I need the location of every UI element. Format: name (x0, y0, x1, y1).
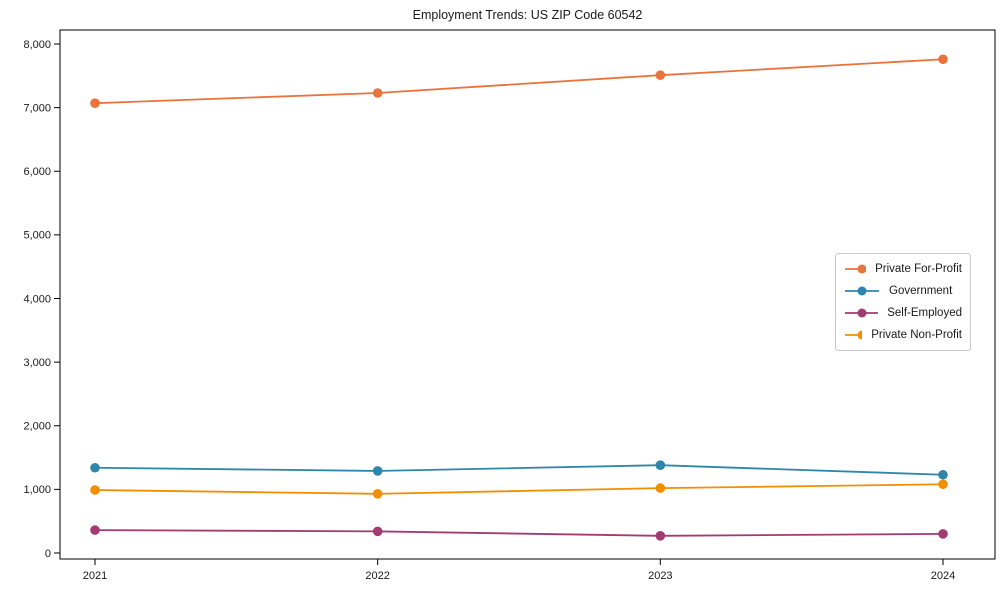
legend-marker-icon (845, 286, 879, 296)
y-tick-label: 4,000 (23, 293, 51, 305)
data-point-self-employed-2024 (938, 529, 948, 539)
legend-item-private-for-profit: Private For-Profit (844, 260, 962, 278)
y-tick-label: 2,000 (23, 421, 51, 433)
legend-marker-icon (845, 308, 879, 318)
data-point-private-for-profit-2021 (90, 98, 100, 108)
legend-item-government: Government (844, 282, 962, 300)
data-point-government-2021 (90, 462, 100, 473)
y-tick-label: 7,000 (23, 102, 51, 114)
chart-title: Employment Trends: US ZIP Code 60542 (412, 8, 643, 22)
data-point-private-for-profit-2022 (372, 88, 383, 98)
legend-label: Private For-Profit (875, 263, 962, 275)
series-line-private-non-profit (94, 483, 944, 495)
y-tick-label: 3,000 (23, 357, 51, 369)
data-point-government-2023 (655, 460, 666, 470)
data-point-private-non-profit-2023 (655, 483, 666, 493)
legend-item-self-employed: Self-Employed (844, 304, 962, 322)
plot-frame (59, 29, 996, 560)
legend: Private For-Profit Government Self-Employe… (835, 253, 971, 351)
series-line-government (94, 464, 944, 476)
data-point-self-employed-2023 (655, 531, 666, 541)
y-tick-label: 0 (45, 548, 51, 560)
y-tick-label: 6,000 (23, 166, 51, 178)
data-point-government-2024 (938, 469, 948, 480)
series-line-private-for-profit (94, 58, 944, 105)
legend-marker-icon (845, 264, 867, 274)
legend-label: Private Non-Profit (871, 329, 962, 341)
data-point-self-employed-2022 (372, 526, 383, 537)
x-tick-label: 2024 (931, 570, 955, 582)
legend-label: Self-Employed (887, 307, 962, 319)
x-tick-label: 2021 (83, 570, 107, 582)
data-point-self-employed-2021 (90, 525, 100, 535)
data-point-private-non-profit-2022 (372, 489, 383, 499)
y-tick-label: 1,000 (23, 484, 51, 496)
legend-item-private-non-profit: Private Non-Profit (844, 326, 962, 344)
data-point-private-non-profit-2021 (90, 485, 100, 495)
series-line-self-employed (94, 529, 944, 537)
legend-label: Government (889, 285, 953, 297)
legend-marker-icon (845, 330, 863, 340)
data-point-private-non-profit-2024 (938, 479, 948, 490)
y-tick-label: 8,000 (23, 39, 51, 51)
data-point-private-for-profit-2023 (655, 70, 666, 80)
data-point-government-2022 (372, 466, 383, 476)
x-tick-label: 2022 (365, 570, 389, 582)
data-point-private-for-profit-2024 (938, 54, 948, 65)
x-tick-label: 2023 (648, 570, 672, 582)
y-tick-label: 5,000 (23, 230, 51, 242)
